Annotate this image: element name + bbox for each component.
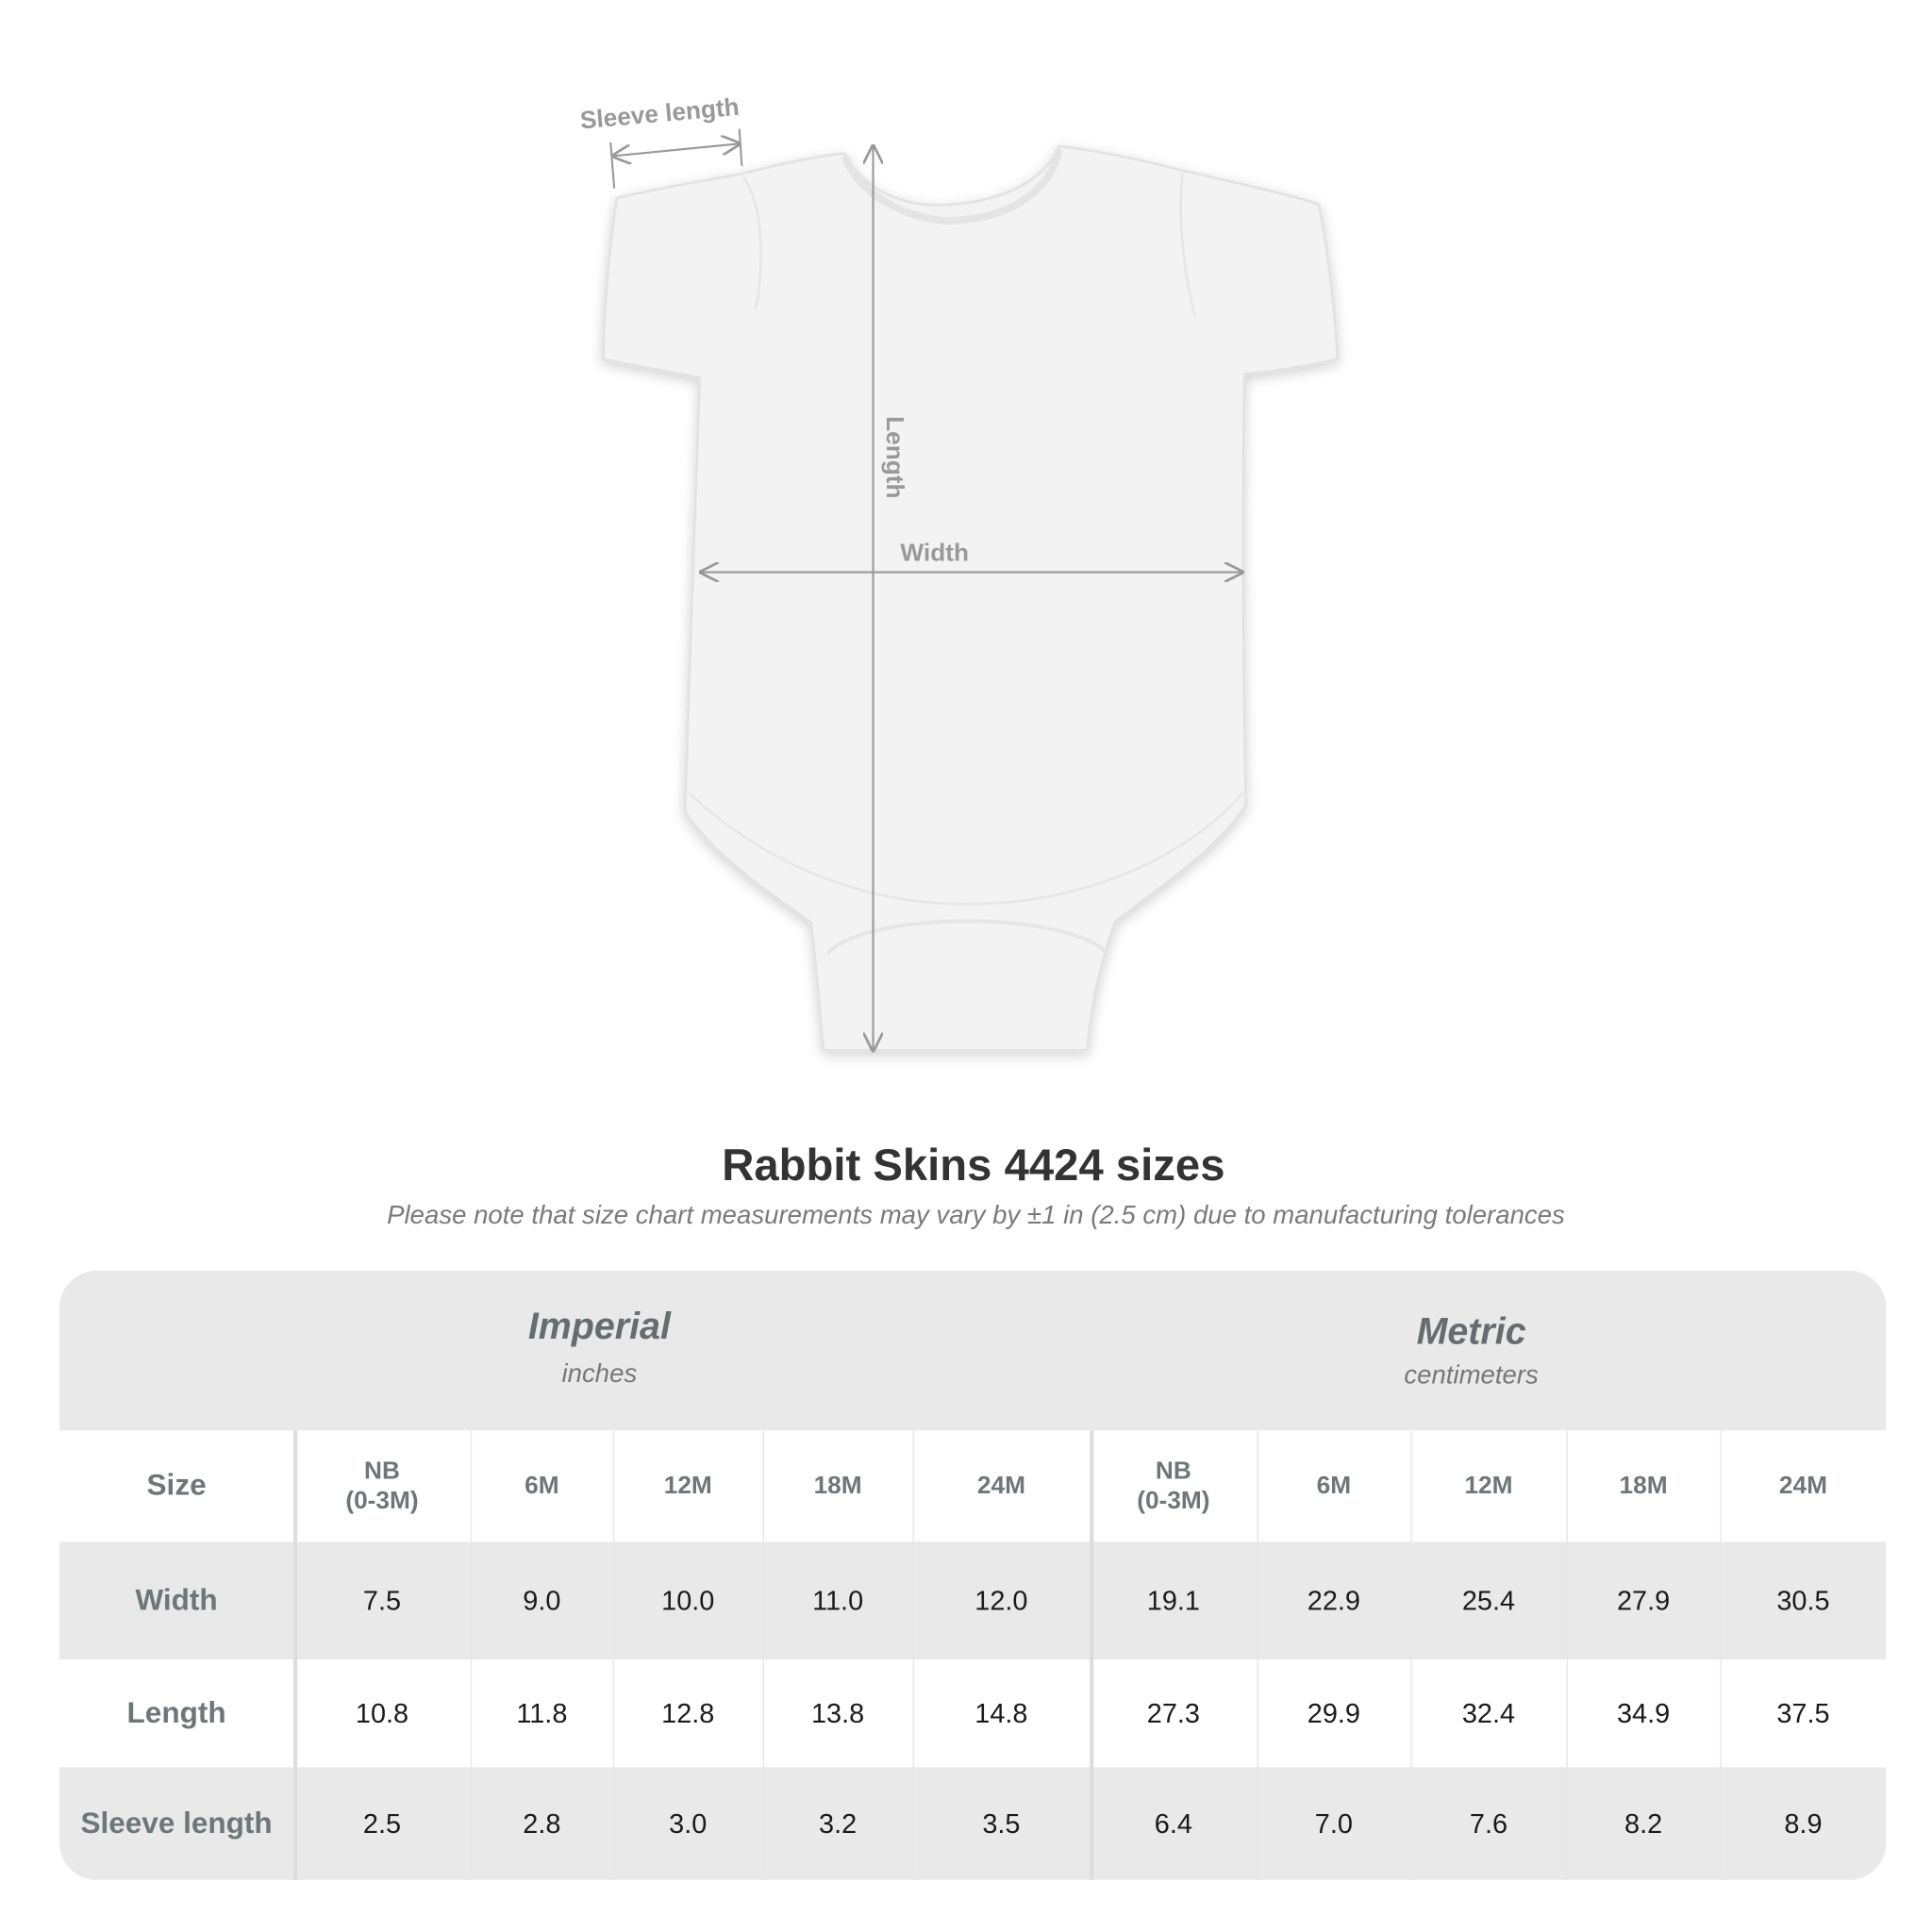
column-divider [1720,1430,1722,1880]
size-column-header: NB (0-3M) [345,1457,419,1515]
column-divider [762,1430,764,1880]
table-cell: 7.0 [1314,1807,1353,1839]
size-column-header: 12M [1464,1472,1513,1500]
onesie-shape [601,144,1340,1052]
sleeve-label: Sleeve length [579,92,741,135]
size-column-header: 24M [976,1472,1025,1500]
table-cell: 10.0 [661,1584,715,1616]
length-label: Length [881,416,909,498]
unit-header [59,1270,1887,1431]
size-column-header: 18M [1619,1472,1668,1500]
table-cell: 3.0 [669,1807,708,1839]
row-band [59,1541,1887,1660]
column-divider [470,1430,473,1880]
size-column-header: 12M [663,1472,712,1500]
column-divider [1566,1430,1569,1880]
table-cell: 27.9 [1616,1584,1671,1616]
table-cell: 14.8 [974,1697,1028,1729]
size-column-header: 18M [813,1472,862,1500]
column-divider [912,1430,914,1880]
table-cell: 12.0 [974,1584,1028,1616]
row-band [59,1767,1887,1880]
table-cell: 11.8 [516,1697,568,1729]
size-column-header: NB (0-3M) [1137,1457,1210,1515]
table-cell: 3.2 [819,1807,858,1839]
metric-unit: centimeters [1404,1360,1539,1390]
size-table: Imperial inches Metric centimeters Size N… [59,1270,1887,1880]
size-column-header: 24M [1778,1472,1827,1500]
column-divider [293,1430,298,1880]
table-cell: 25.4 [1461,1584,1516,1616]
table-cell: 30.5 [1776,1584,1830,1616]
page-title: Rabbit Skins 4424 sizes [722,1139,1225,1191]
column-divider [1410,1430,1412,1880]
table-cell: 8.2 [1624,1807,1663,1839]
column-divider [1090,1430,1094,1880]
table-cell: 10.8 [355,1697,409,1729]
table-cell: 32.4 [1461,1697,1516,1729]
table-cell: 7.5 [362,1584,402,1616]
table-cell: 12.8 [661,1697,715,1729]
table-cell: 6.4 [1154,1807,1192,1839]
onesie-diagram: Sleeve length Length Width [579,92,1340,1115]
size-column-header: 6M [1316,1472,1352,1500]
table-cell: 2.8 [523,1807,561,1839]
metric-title: Metric [1416,1311,1526,1353]
table-cell: 13.8 [810,1697,865,1729]
table-cell: 8.9 [1784,1807,1823,1839]
width-label: Width [900,539,969,567]
table-cell: 29.9 [1307,1697,1360,1729]
table-cell: 7.6 [1469,1807,1508,1839]
table-cell: 22.9 [1307,1584,1360,1616]
table-cell: 11.0 [812,1584,864,1616]
size-column-header: 6M [525,1472,559,1500]
table-cell: 27.3 [1146,1697,1200,1729]
table-cell: 19.1 [1146,1584,1200,1616]
imperial-unit: inches [561,1359,638,1389]
sleeve-arrow [613,143,740,156]
table-cell: 3.5 [982,1807,1021,1839]
tolerance-note: Please note that size chart measurements… [387,1201,1565,1230]
column-divider [612,1430,615,1880]
table-cell: 2.5 [362,1807,402,1839]
imperial-title: Imperial [527,1307,671,1348]
table-cell: 9.0 [523,1584,561,1616]
size-header: Size [146,1468,207,1503]
row-label: Sleeve length [80,1806,273,1840]
row-label: Width [135,1583,218,1617]
table-cell: 34.9 [1616,1697,1671,1729]
row-label: Length [126,1695,226,1730]
table-cell: 37.5 [1776,1697,1830,1729]
